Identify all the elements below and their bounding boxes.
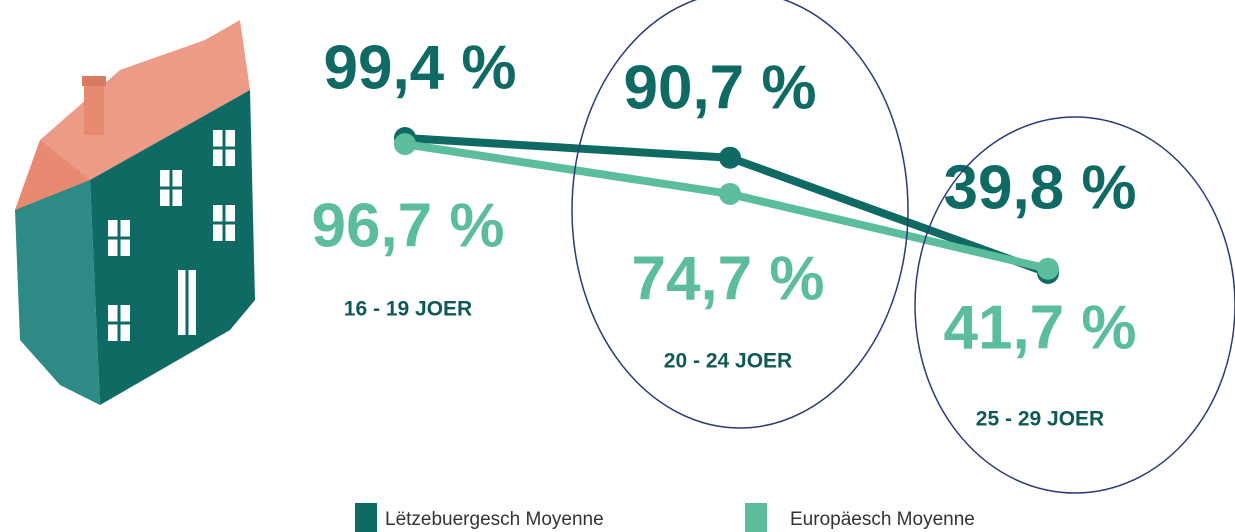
value-label: 99,4 % bbox=[323, 33, 516, 102]
category-label: 25 - 29 JOER bbox=[976, 408, 1104, 431]
plot: 99,4 % 90,7 % 39,8 % 96,7 % 74,7 % 41,7 % 16 -… bbox=[311, 33, 1136, 532]
value-label: 39,8 % bbox=[943, 153, 1136, 222]
value-label: 96,7 % bbox=[311, 191, 504, 260]
value-label: 74,7 % bbox=[631, 244, 824, 313]
chart: 99,4 % 90,7 % 39,8 % 96,7 % 74,7 % 41,7 % 16 -… bbox=[0, 0, 1235, 532]
page: 99,4 % 90,7 % 39,8 % 96,7 % 74,7 % 41,7 % 16 -… bbox=[0, 0, 1235, 532]
house-icon bbox=[15, 20, 255, 405]
legend-swatch bbox=[355, 503, 377, 532]
point bbox=[1037, 258, 1059, 280]
point bbox=[394, 133, 416, 155]
value-label: 41,7 % bbox=[943, 293, 1136, 362]
category-label: 20 - 24 JOER bbox=[664, 350, 792, 373]
category-label: 16 - 19 JOER bbox=[344, 298, 472, 321]
legend-label: Lëtzebuergesch Moyenne bbox=[385, 509, 604, 530]
point bbox=[719, 183, 741, 205]
value-label: 90,7 % bbox=[623, 53, 816, 122]
legend-swatch bbox=[745, 503, 767, 532]
point bbox=[719, 147, 741, 169]
legend-label: Europäesch Moyenne bbox=[790, 509, 975, 530]
